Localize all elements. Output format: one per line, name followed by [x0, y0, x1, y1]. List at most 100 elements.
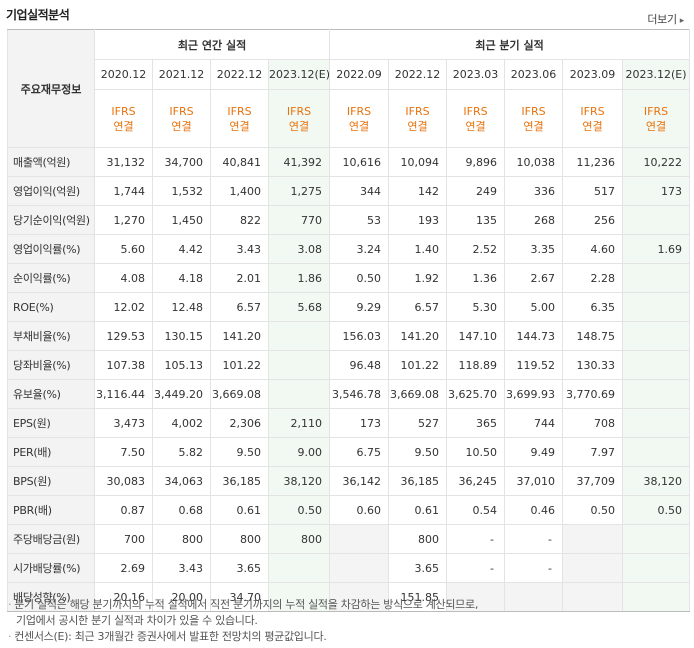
value-cell: 130.15 — [152, 321, 211, 351]
value-cell: 1.86 — [267, 263, 331, 293]
value-cell: 1,275 — [267, 176, 331, 206]
value-cell — [329, 553, 390, 583]
value-cell: 517 — [562, 176, 624, 206]
row-label: 영업이익률(%) — [7, 234, 95, 264]
value-cell: 2.01 — [210, 263, 269, 293]
period-row: 2020.12 2021.12 2022.12 2023.12(E) 2022.09 20… — [8, 59, 691, 90]
value-cell: 2.52 — [446, 234, 506, 264]
value-cell: 34,063 — [152, 466, 211, 496]
value-cell — [622, 408, 691, 438]
value-cell: 249 — [446, 176, 506, 206]
value-cell: 10,094 — [388, 147, 448, 177]
row-label: 부채비율(%) — [7, 321, 95, 351]
table-row: 배당성향(%) 20.16 20.00 34.70 151.85 — [7, 582, 691, 612]
ifrs-label: IFRS 연결 — [562, 89, 624, 148]
value-cell: 119.52 — [504, 350, 564, 380]
value-cell: 9.49 — [504, 437, 564, 467]
table-row: 영업이익률(%) 5.60 4.42 3.43 3.08 3.24 1.40 2.52 3.35… — [7, 234, 691, 264]
value-cell: 3.43 — [210, 234, 269, 264]
ifrs-standard: IFRS — [111, 104, 136, 118]
value-cell: 800 — [388, 524, 448, 554]
consolidated-label: 연결 — [407, 119, 428, 133]
ifrs-label: IFRS 연결 — [388, 89, 448, 148]
value-cell: 193 — [388, 205, 448, 235]
value-cell: 3.65 — [210, 553, 269, 583]
value-cell: 3,546.78 — [329, 379, 390, 409]
ifrs-label: IFRS 연결 — [622, 89, 691, 148]
row-label: 유보율(%) — [7, 379, 95, 409]
value-cell: 96.48 — [329, 350, 390, 380]
ifrs-standard: IFRS — [346, 104, 372, 118]
value-cell: 1,270 — [94, 205, 153, 235]
value-cell: 105.13 — [152, 350, 211, 380]
value-cell — [622, 292, 691, 322]
value-cell: 3,669.08 — [388, 379, 448, 409]
table-row: 영업이익(억원) 1,744 1,532 1,400 1,275 344 142 249 336… — [7, 176, 691, 206]
value-cell: 6.57 — [388, 292, 448, 322]
value-cell: 1.92 — [388, 263, 448, 293]
value-cell: 135 — [446, 205, 506, 235]
header: 기업실적분석 더보기 ▸ — [0, 0, 694, 30]
value-cell: 147.10 — [446, 321, 506, 351]
table-row: BPS(원) 30,083 34,063 36,185 38,120 36,142 36,1… — [7, 466, 691, 496]
table-row: ROE(%) 12.02 12.48 6.57 5.68 9.29 6.57 5.30 5.00… — [7, 292, 691, 322]
period-header: 2022.09 — [329, 59, 390, 90]
value-cell: 700 — [94, 524, 153, 554]
value-cell: 256 — [562, 205, 624, 235]
table-row: PER(배) 7.50 5.82 9.50 9.00 6.75 9.50 10.50 9.49 7… — [7, 437, 691, 467]
value-cell: 1.69 — [622, 234, 691, 264]
annual-group-header: 최근 연간 실적 — [93, 29, 331, 60]
period-header: 2020.12 — [94, 59, 153, 90]
value-cell: 4.42 — [152, 234, 211, 264]
value-cell: 6.35 — [562, 292, 624, 322]
period-header: 2023.12(E) — [267, 59, 331, 90]
ifrs-standard: IFRS — [521, 104, 546, 118]
financial-table: 주요재무정보 최근 연간 실적 최근 분기 실적 2020.12 2021.12 2… — [7, 29, 691, 612]
value-cell: 53 — [329, 205, 390, 235]
value-cell: 37,010 — [504, 466, 564, 496]
value-cell: 38,120 — [622, 466, 691, 496]
value-cell: 1,744 — [94, 176, 153, 206]
value-cell: 0.87 — [94, 495, 153, 525]
value-cell — [622, 582, 691, 612]
value-cell: 36,185 — [388, 466, 448, 496]
value-cell: 0.50 — [267, 495, 331, 525]
value-cell: 822 — [210, 205, 269, 235]
footnotes: · 분기 실적은 해당 분기까지의 누적 실적에서 직전 분기까지의 누적 실적을… — [8, 597, 688, 645]
ifrs-standard: IFRS — [643, 104, 669, 118]
value-cell: 34.70 — [210, 582, 269, 612]
value-cell — [622, 321, 691, 351]
value-cell — [622, 553, 691, 583]
value-cell: 11,236 — [562, 147, 624, 177]
period-header: 2023.03 — [446, 59, 506, 90]
value-cell: - — [504, 553, 564, 583]
value-cell: 3,625.70 — [446, 379, 506, 409]
more-link[interactable]: 더보기 ▸ — [647, 11, 684, 27]
value-cell — [267, 350, 331, 380]
footnote: · 분기 실적은 해당 분기까지의 누적 실적에서 직전 분기까지의 누적 실적을… — [8, 598, 479, 611]
value-cell: 10,616 — [329, 147, 390, 177]
value-cell: 10,222 — [622, 147, 691, 177]
value-cell: 6.57 — [210, 292, 269, 322]
value-cell: 118.89 — [446, 350, 506, 380]
ifrs-label: IFRS 연결 — [210, 89, 269, 148]
table-row: 당기순이익(억원) 1,270 1,450 822 770 53 193 135 268 256 — [7, 205, 691, 235]
row-label: PBR(배) — [7, 495, 95, 525]
value-cell: 3.43 — [152, 553, 211, 583]
ifrs-standard: IFRS — [405, 104, 430, 118]
value-cell: 800 — [152, 524, 211, 554]
value-cell: 0.50 — [329, 263, 390, 293]
value-cell: 0.50 — [622, 495, 691, 525]
value-cell: 2,306 — [210, 408, 269, 438]
value-cell: 9.50 — [388, 437, 448, 467]
value-cell: 268 — [504, 205, 564, 235]
value-cell: 34,700 — [152, 147, 211, 177]
value-cell: 9.00 — [267, 437, 331, 467]
value-cell: 3.24 — [329, 234, 390, 264]
value-cell: 5.30 — [446, 292, 506, 322]
value-cell: 107.38 — [94, 350, 153, 380]
row-label: 당좌비율(%) — [7, 350, 95, 380]
value-cell — [622, 263, 691, 293]
row-label: 매출액(억원) — [7, 147, 95, 177]
table-row: 당좌비율(%) 107.38 105.13 101.22 96.48 101.22 118.… — [7, 350, 691, 380]
